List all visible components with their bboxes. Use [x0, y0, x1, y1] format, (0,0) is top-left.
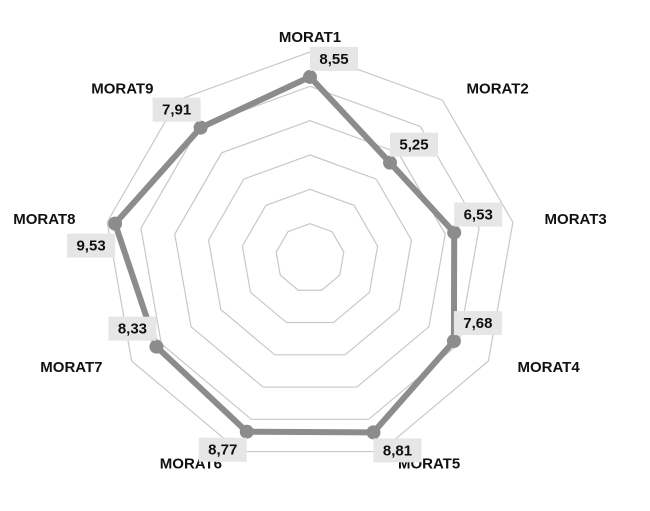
value-label-box: [453, 311, 502, 336]
grid-ring: [275, 223, 345, 291]
axis-label: MORAT2: [467, 80, 529, 97]
axis-label: MORAT9: [91, 80, 153, 97]
marker: [108, 216, 123, 231]
marker: [447, 225, 462, 240]
axis-label: MORAT7: [40, 359, 102, 376]
grid-ring: [241, 188, 379, 324]
marker: [383, 155, 398, 170]
axis-label: MORAT3: [545, 211, 607, 228]
grid-ring: [106, 51, 514, 453]
series-line: [112, 73, 458, 436]
value-label-box: [198, 437, 247, 462]
value-label: 7,91: [162, 102, 191, 119]
marker: [366, 425, 381, 440]
value-label: 8,77: [208, 442, 237, 459]
value-label-box: [67, 233, 116, 258]
marker: [239, 424, 254, 439]
marker: [193, 120, 208, 135]
grid-ring: [140, 85, 480, 420]
grid-ring: [207, 154, 413, 356]
grid-ring: [174, 120, 446, 388]
value-label-box: [108, 316, 157, 341]
axis-label: MORAT4: [517, 359, 580, 376]
marker: [303, 69, 317, 84]
value-label-box: [454, 202, 503, 227]
value-label-box: [310, 46, 358, 71]
axis-label: MORAT1: [279, 29, 341, 46]
value-label: 9,53: [76, 238, 105, 255]
value-label: 5,25: [399, 137, 428, 154]
value-label: 8,55: [319, 51, 348, 68]
value-label: 6,53: [464, 207, 493, 224]
axis-label: MORAT8: [13, 211, 75, 228]
marker: [149, 339, 164, 354]
value-label: 8,33: [118, 321, 147, 338]
value-label-box: [390, 132, 439, 157]
value-label-box: [373, 438, 422, 463]
value-label: 7,68: [463, 315, 492, 332]
value-label-box: [152, 97, 201, 122]
marker: [446, 334, 461, 349]
value-label: 8,81: [383, 442, 412, 459]
